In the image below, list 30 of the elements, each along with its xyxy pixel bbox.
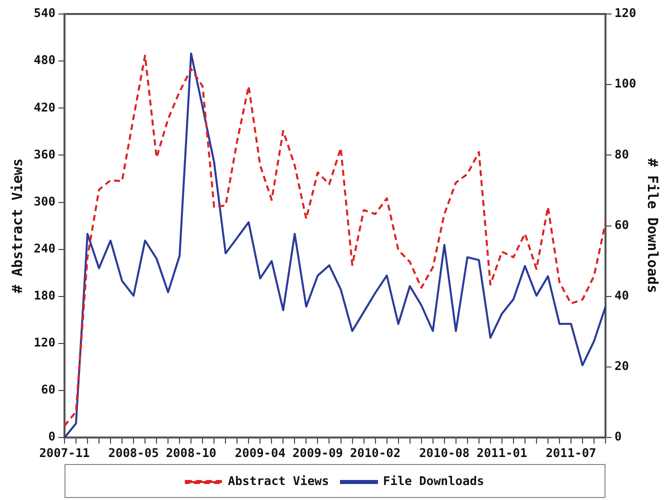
x-tick-label: 2011-01 bbox=[476, 446, 528, 460]
x-tick-label: 2010-02 bbox=[350, 446, 401, 460]
y-tick-label: 180 bbox=[34, 288, 56, 303]
legend-label: File Downloads bbox=[383, 474, 484, 488]
y-tick-label: 480 bbox=[34, 53, 56, 68]
y-tick-label: 120 bbox=[34, 336, 56, 350]
x-tick-label: 2009-04 bbox=[234, 446, 286, 460]
x-tick-label: 2008-10 bbox=[166, 446, 216, 460]
y2-tick-label: 60 bbox=[614, 218, 629, 232]
x-tick-label: 2009-09 bbox=[292, 446, 344, 460]
x-tick-label: 2008-05 bbox=[108, 446, 159, 460]
legend-label: Abstract Views bbox=[228, 474, 330, 488]
y2-tick-label: 0 bbox=[614, 430, 622, 444]
y2-tick-label: 100 bbox=[614, 76, 636, 91]
y-tick-label: 0 bbox=[48, 430, 56, 444]
x-tick-label: 2011-07 bbox=[546, 446, 596, 460]
y2-tick-label: 40 bbox=[614, 288, 629, 303]
y2-tick-label: 120 bbox=[614, 6, 636, 20]
y-tick-label: 60 bbox=[41, 382, 56, 397]
x-tick-label: 2007-11 bbox=[39, 446, 90, 460]
y2-tick-label: 20 bbox=[614, 359, 629, 374]
y-axis-title: # Abstract Views bbox=[10, 158, 26, 294]
y-tick-label: 300 bbox=[34, 194, 56, 208]
y-tick-label: 360 bbox=[34, 147, 56, 162]
y2-tick-label: 80 bbox=[614, 147, 629, 162]
y-tick-label: 240 bbox=[34, 241, 56, 256]
y-tick-label: 420 bbox=[34, 100, 56, 114]
y-tick-label: 540 bbox=[34, 6, 56, 20]
x-tick-label: 2010-08 bbox=[419, 446, 470, 460]
y2-axis-title: # File Downloads bbox=[644, 158, 660, 294]
